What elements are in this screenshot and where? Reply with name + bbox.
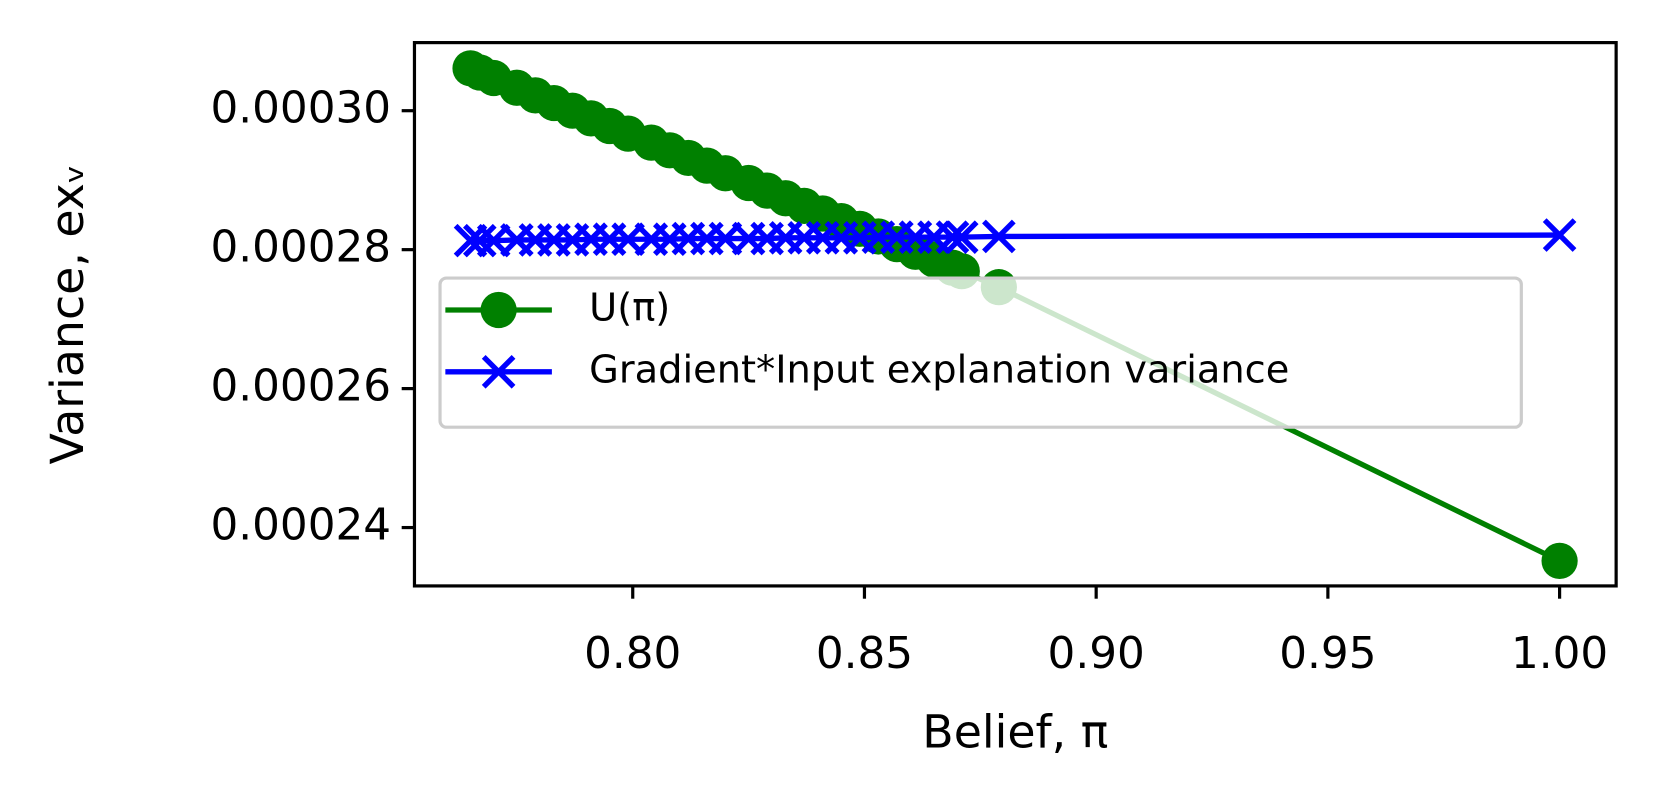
marker	[463, 223, 497, 258]
marker	[1542, 218, 1577, 252]
x-tick-label: 0.85	[816, 628, 913, 679]
marker	[481, 354, 516, 389]
plot-frame	[412, 41, 1618, 588]
marker	[935, 220, 970, 254]
y-axis-label: Variance, exᵥ	[40, 164, 94, 465]
marker	[1541, 542, 1578, 580]
x-tick-label: 0.95	[1279, 628, 1376, 679]
y-tick-label: 0.00024	[210, 500, 391, 551]
y-tick-label: 0.00026	[210, 361, 391, 412]
marker	[480, 291, 517, 329]
marker	[982, 219, 1016, 254]
x-tick-label: 0.80	[584, 628, 681, 679]
legend-label: Gradient*Input explanation variance	[589, 347, 1289, 392]
legend: U(π) Gradient*Input explanation variance	[438, 276, 1523, 429]
y-tick-label: 0.00030	[210, 83, 391, 134]
legend-label: U(π)	[589, 286, 670, 331]
y-tick-label: 0.00028	[210, 222, 391, 273]
x-axis-label: Belief, π	[922, 705, 1108, 759]
x-tick-label: 0.90	[1048, 628, 1145, 679]
x-tick-label: 1.00	[1511, 628, 1608, 679]
legend-box	[438, 276, 1523, 429]
marker	[944, 220, 979, 254]
